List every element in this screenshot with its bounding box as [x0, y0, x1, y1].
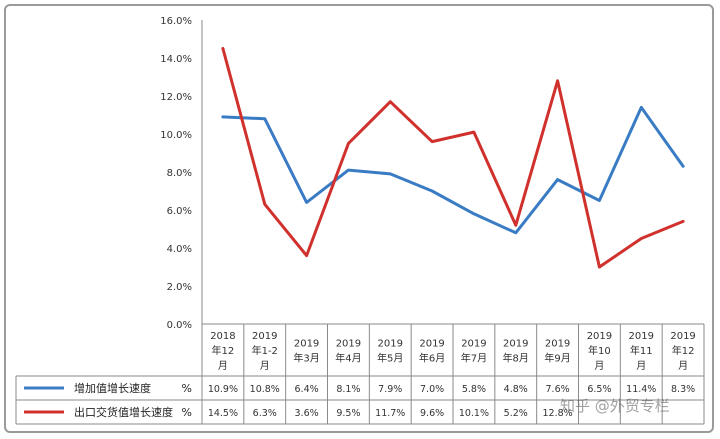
x-category-label: 2019 年9月 — [544, 339, 570, 365]
data-table-cell: 5.8% — [462, 384, 486, 395]
y-tick-label: 16.0% — [160, 16, 192, 27]
x-category-label: 2019 年8月 — [503, 339, 529, 365]
data-table-cell: 12.8% — [542, 408, 572, 419]
data-point — [598, 265, 601, 269]
x-category-label: 2019 年6月 — [419, 339, 445, 365]
data-point — [640, 106, 643, 109]
x-category-label: 2019 年11 月 — [629, 331, 654, 372]
data-table-cell: 7.6% — [546, 384, 570, 395]
x-category-label: 2019 年3月 — [293, 339, 319, 365]
data-point — [430, 189, 434, 193]
y-tick-label: 14.0% — [160, 54, 192, 65]
data-point — [263, 203, 266, 206]
data-table-cell: 5.2% — [504, 408, 528, 419]
series-line — [221, 105, 685, 235]
y-tick-label: 4.0% — [167, 244, 192, 255]
data-point — [389, 100, 392, 103]
data-point — [472, 130, 476, 134]
data-point — [556, 178, 559, 181]
watermark: 知乎 @外贸专栏 — [560, 397, 670, 415]
data-table-cell: 8.1% — [336, 384, 360, 395]
y-tick-label: 0.0% — [167, 320, 192, 331]
data-table-cell: 7.9% — [378, 384, 402, 395]
legend-unit: % — [182, 382, 192, 395]
y-tick-label: 6.0% — [167, 206, 192, 217]
data-point — [514, 231, 517, 234]
data-point — [221, 47, 225, 50]
x-category-label: 2019 年7月 — [461, 339, 487, 365]
legend-label: 增加值增长速度 — [74, 381, 151, 395]
data-point — [514, 224, 517, 227]
data-point — [472, 212, 476, 215]
data-point — [263, 117, 266, 121]
data-table-cell: 6.4% — [295, 384, 319, 395]
data-point — [389, 172, 392, 176]
data-point — [598, 199, 601, 202]
data-table-cell: 14.5% — [208, 408, 238, 419]
data-point — [221, 115, 225, 119]
data-table-cell: 11.4% — [626, 384, 656, 395]
y-tick-label: 2.0% — [167, 282, 192, 293]
data-point — [347, 168, 350, 172]
x-category-label: 2019 年1-2 月 — [252, 331, 278, 372]
data-table-cell: 10.1% — [459, 408, 489, 419]
data-point — [430, 140, 434, 143]
x-category-label: 2019 年10 月 — [587, 331, 612, 372]
chart-frame — [4, 4, 714, 433]
data-table-cell: 11.7% — [375, 408, 405, 419]
data-table-cell: 9.6% — [420, 408, 444, 419]
data-table-cell: 10.8% — [250, 384, 280, 395]
y-tick-label: 8.0% — [167, 168, 192, 179]
data-point — [556, 79, 559, 83]
x-category-label: 2018 年12 月 — [210, 331, 235, 372]
series-line — [221, 47, 685, 269]
x-category-label: 2019 年12 月 — [670, 331, 695, 372]
data-point — [640, 237, 643, 240]
x-category-label: 2019 年5月 — [377, 339, 403, 365]
data-point — [305, 254, 308, 257]
data-point — [681, 220, 685, 223]
data-point — [347, 142, 350, 145]
data-table-cell: 3.6% — [295, 408, 319, 419]
data-table-cell: 4.8% — [504, 384, 528, 395]
legend-label: 出口交货值增长速度 — [74, 405, 173, 419]
data-table-cell: 6.3% — [253, 408, 277, 419]
data-point — [305, 201, 308, 204]
data-table-cell: 6.5% — [587, 384, 611, 395]
data-table-cell: 10.9% — [208, 384, 238, 395]
x-category-label: 2019 年4月 — [335, 339, 361, 365]
legend-unit: % — [182, 406, 192, 419]
data-table-cell: 8.3% — [671, 384, 695, 395]
y-tick-label: 12.0% — [160, 92, 192, 103]
y-tick-label: 10.0% — [160, 130, 192, 141]
data-table-cell: 9.5% — [336, 408, 360, 419]
data-table-cell: 7.0% — [420, 384, 444, 395]
data-point — [681, 165, 685, 168]
